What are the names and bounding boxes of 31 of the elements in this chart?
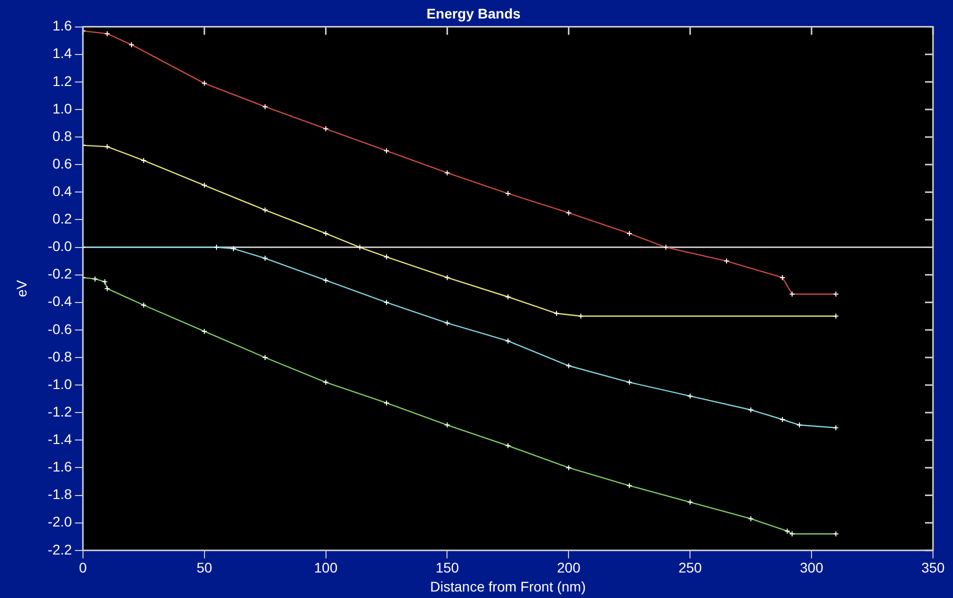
x-axis-title: Distance from Front (nm) [430,578,586,594]
y-tick-label: -0.6 [48,320,72,337]
y-tick-label: 0.4 [52,183,72,200]
y-tick-label: -0.2 [48,266,72,282]
y-tick-label: -0.4 [48,293,72,310]
y-tick-label: -2.2 [48,541,72,558]
y-tick-label: 0.6 [52,155,72,172]
x-tick-label: 350 [921,560,945,576]
y-tick-label: -2.0 [48,514,72,530]
y-tick-label: -0.8 [48,348,72,364]
x-tick-label: 100 [314,560,338,576]
y-tick-label: -1.0 [48,376,72,392]
x-tick-label: 300 [800,560,824,576]
y-tick-label: -1.8 [48,486,72,502]
y-tick-label: -0.0 [48,238,72,254]
x-tick-label: 50 [196,560,212,576]
y-tick-label: -1.2 [48,403,72,420]
y-tick-label: 0.8 [52,128,72,144]
chart-title: Energy Bands [426,5,521,22]
x-tick-label: 250 [678,560,702,576]
y-tick-label: -1.4 [48,431,72,448]
x-tick-label: 150 [436,560,460,576]
y-tick-label: 0.2 [52,210,72,227]
y-tick-label: 1.4 [52,45,72,62]
x-tick-label: 200 [557,560,581,576]
y-tick-label: 1.6 [52,18,72,34]
y-axis-title: eV [13,279,30,298]
y-tick-label: 1.0 [52,100,72,116]
x-tick-label: 0 [79,560,88,576]
y-tick-label: -1.6 [48,458,72,475]
y-tick-label: 1.2 [52,72,72,89]
